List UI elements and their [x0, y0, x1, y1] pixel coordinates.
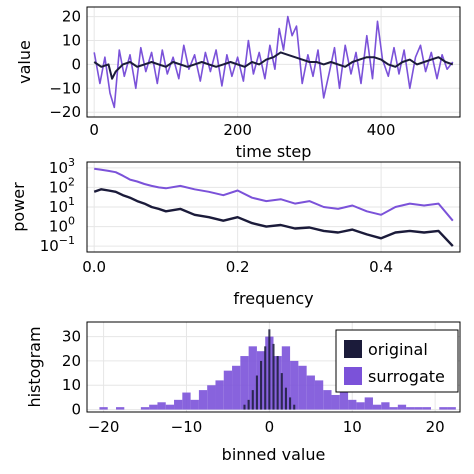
- y-tick-exponent: 3: [68, 156, 75, 169]
- x-tick-label: 0: [89, 121, 99, 139]
- histogram-bar-surrogate: [306, 375, 315, 410]
- histogram-bar-surrogate: [439, 407, 448, 410]
- plot-area-frame: [86, 321, 461, 413]
- x-tick-label: 200: [223, 121, 252, 139]
- histogram-bar-surrogate: [406, 407, 415, 410]
- histogram-bar-surrogate: [414, 407, 423, 410]
- y-tick-exponent: −1: [59, 234, 75, 247]
- histogram-bar-surrogate: [389, 407, 398, 410]
- x-tick-label: −10: [171, 418, 203, 436]
- y-tick-label: 20: [62, 8, 81, 26]
- x-tick-label: 10: [343, 418, 362, 436]
- histogram-bar-surrogate: [364, 397, 373, 410]
- x-tick-label: 0.0: [82, 258, 106, 276]
- histogram-bar-surrogate: [140, 407, 150, 410]
- histogram-bar-surrogate: [215, 380, 224, 410]
- histogram-bar-surrogate: [99, 407, 108, 410]
- y-axis-label: histogram: [25, 326, 44, 407]
- legend-label-surrogate: surrogate: [368, 367, 445, 386]
- histogram-bar-surrogate: [356, 402, 365, 410]
- y-tick-label: −20: [49, 103, 81, 121]
- legend-label-original: original: [368, 340, 428, 359]
- y-tick-label: 30: [62, 328, 81, 346]
- y-tick-label: 10: [62, 31, 81, 49]
- histogram-bar-surrogate: [447, 407, 456, 410]
- histogram-bar-surrogate: [182, 392, 191, 410]
- x-tick-label: 0.4: [369, 258, 393, 276]
- series-line-surrogate: [94, 167, 454, 222]
- histogram-bar-surrogate: [331, 394, 340, 410]
- legend-swatch-surrogate: [344, 367, 362, 385]
- histogram-bar-surrogate: [165, 404, 175, 410]
- x-tick-label: 0.2: [226, 258, 250, 276]
- histogram-bar-surrogate: [223, 370, 233, 410]
- histogram-bar-original: [264, 346, 267, 410]
- plot-area-frame: [86, 6, 461, 118]
- histogram-bar-original: [260, 360, 263, 410]
- histogram-bar-original: [268, 329, 271, 410]
- y-tick-label: 101: [49, 195, 75, 216]
- histogram-bar-surrogate: [281, 346, 291, 410]
- x-tick-label: 20: [426, 418, 445, 436]
- series-line-surrogate: [93, 15, 454, 109]
- y-tick-label: 0: [71, 55, 81, 73]
- histogram-bar-surrogate: [232, 365, 241, 410]
- histogram-bar-surrogate: [174, 399, 183, 410]
- histogram-bar-original: [251, 390, 254, 410]
- y-tick-label: 0: [71, 401, 81, 419]
- y-tick-exponent: 0: [68, 215, 75, 228]
- histogram-bar-surrogate: [323, 390, 332, 410]
- y-tick-exponent: 1: [68, 195, 75, 208]
- histogram-bar-original: [289, 397, 292, 410]
- histogram-bar-original: [243, 404, 246, 410]
- histogram-bar-original: [255, 375, 258, 410]
- histogram-bar-surrogate: [372, 404, 382, 410]
- plot-area-frame: [86, 161, 461, 253]
- x-axis-label: binned value: [222, 445, 326, 464]
- histogram-bar-original: [247, 399, 250, 410]
- histogram-bar-original: [272, 343, 275, 410]
- series-line-original: [93, 51, 454, 80]
- y-tick-label: −10: [49, 79, 81, 97]
- x-tick-label: −20: [88, 418, 120, 436]
- y-axis-label: power: [9, 182, 28, 232]
- y-tick-exponent: 2: [68, 175, 75, 188]
- histogram-bar-surrogate: [397, 404, 407, 410]
- series-line-original: [93, 188, 454, 247]
- histogram-bar-surrogate: [116, 407, 125, 410]
- y-tick-label: 100: [49, 215, 75, 236]
- histogram-bar-surrogate: [240, 356, 249, 410]
- histogram-bar-surrogate: [298, 365, 307, 410]
- y-tick-label: 102: [49, 175, 75, 196]
- histogram-bar-surrogate: [348, 399, 357, 410]
- y-tick-label: 10−1: [40, 234, 75, 255]
- histogram-bar-surrogate: [314, 380, 324, 410]
- histogram-bar-surrogate: [422, 407, 431, 410]
- x-tick-label: 0: [265, 418, 275, 436]
- histogram-bar-surrogate: [207, 385, 216, 410]
- histogram-bar-original: [280, 373, 283, 410]
- legend-swatch-original: [344, 340, 362, 358]
- y-axis-label: value: [15, 40, 34, 84]
- histogram-bar-surrogate: [339, 385, 349, 410]
- histogram-bar-surrogate: [290, 360, 299, 410]
- x-axis-label: frequency: [233, 289, 313, 308]
- histogram-bar-surrogate: [381, 402, 390, 410]
- histogram-bar-original: [276, 356, 279, 410]
- x-tick-label: 400: [367, 121, 396, 139]
- histogram-bar-surrogate: [149, 404, 158, 410]
- histogram-bar-surrogate: [157, 402, 166, 410]
- histogram-bar-original: [284, 387, 287, 410]
- histogram-bar-surrogate: [248, 346, 257, 410]
- y-tick-label: 20: [62, 352, 81, 370]
- x-axis-label: time step: [236, 142, 312, 161]
- histogram-bar-original: [293, 404, 296, 410]
- y-tick-label: 10: [62, 376, 81, 394]
- histogram-bar-surrogate: [198, 390, 208, 410]
- y-tick-label: 103: [49, 156, 75, 177]
- histogram-bar-surrogate: [190, 399, 199, 410]
